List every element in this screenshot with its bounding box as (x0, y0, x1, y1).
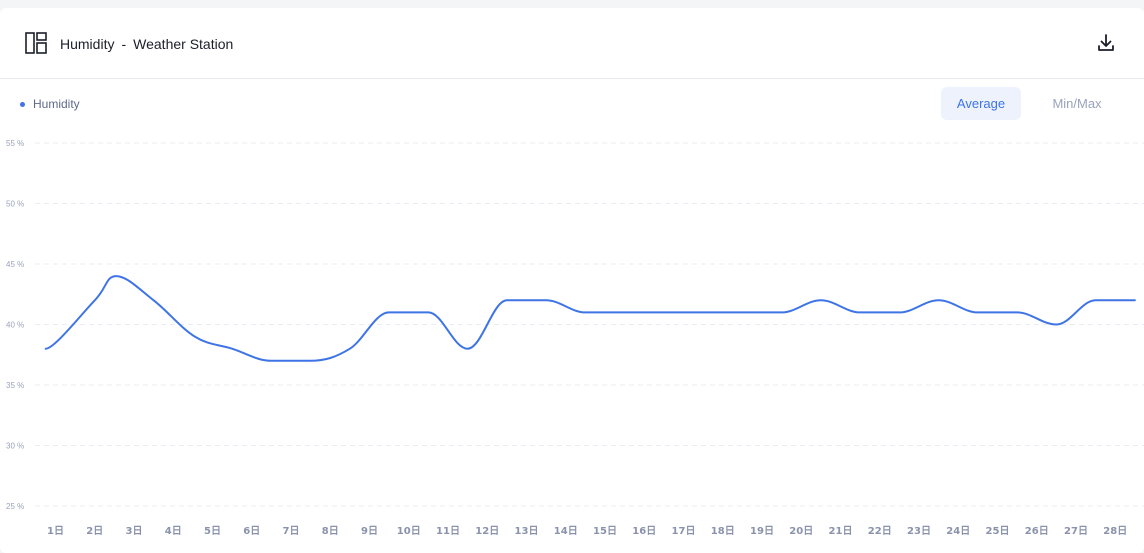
x-tick-label: 27日 (1064, 525, 1088, 537)
x-tick-label: 24日 (946, 525, 970, 537)
y-tick-label: 30 % (6, 442, 24, 451)
x-tick-label: 25日 (986, 525, 1010, 537)
x-tick-label: 5日 (204, 525, 221, 537)
y-tick-label: 55 % (6, 139, 24, 148)
x-tick-label: 21日 (829, 525, 853, 537)
x-tick-label: 11日 (436, 525, 460, 537)
title-metric: Humidity (60, 36, 115, 52)
card-title: Humidity - Weather Station (60, 36, 233, 52)
x-tick-label: 20日 (789, 525, 813, 537)
x-tick-label: 15日 (593, 525, 617, 537)
layout-icon (25, 32, 47, 54)
x-tick-label: 18日 (711, 525, 735, 537)
chart-legend: Humidity (20, 97, 80, 111)
x-tick-label: 17日 (672, 525, 696, 537)
x-tick-label: 12日 (475, 525, 499, 537)
minmax-toggle[interactable]: Min/Max (1052, 96, 1102, 111)
x-tick-label: 1日 (47, 525, 64, 537)
title-separator: - (121, 36, 127, 52)
download-icon[interactable] (1096, 33, 1116, 53)
y-tick-label: 45 % (6, 260, 24, 269)
x-tick-label: 6日 (243, 525, 260, 537)
x-tick-label: 16日 (632, 525, 656, 537)
x-tick-label: 23日 (907, 525, 931, 537)
y-tick-label: 40 % (6, 321, 24, 330)
x-tick-label: 8日 (322, 525, 339, 537)
x-tick-label: 3日 (126, 525, 143, 537)
y-tick-label: 35 % (6, 381, 24, 390)
average-toggle[interactable]: Average (941, 87, 1021, 120)
humidity-series-line (44, 275, 1136, 362)
x-tick-label: 14日 (554, 525, 578, 537)
x-tick-label: 7日 (283, 525, 300, 537)
card-header: Humidity - Weather Station (0, 8, 1144, 79)
x-tick-label: 28日 (1103, 525, 1127, 537)
y-tick-label: 25 % (6, 502, 24, 511)
x-tick-label: 26日 (1025, 525, 1049, 537)
x-tick-label: 4日 (165, 525, 182, 537)
x-tick-label: 19日 (750, 525, 774, 537)
x-tick-label: 9日 (361, 525, 378, 537)
y-tick-label: 50 % (6, 200, 24, 209)
x-tick-label: 13日 (515, 525, 539, 537)
title-station: Weather Station (133, 36, 234, 52)
legend-marker (20, 101, 25, 107)
legend-label: Humidity (33, 97, 80, 111)
x-tick-label: 10日 (397, 525, 421, 537)
x-tick-label: 2日 (86, 525, 103, 537)
x-tick-label: 22日 (868, 525, 892, 537)
